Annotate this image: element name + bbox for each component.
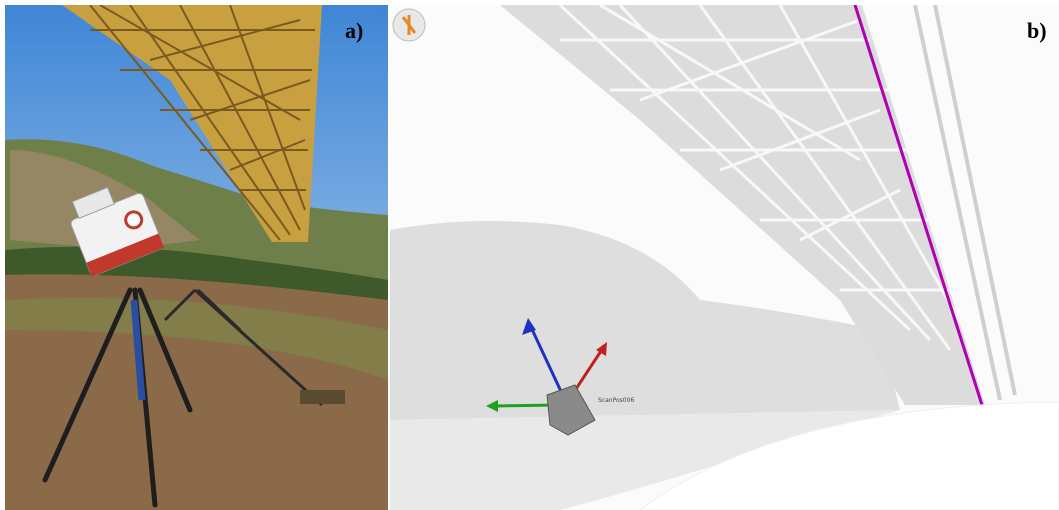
bridge-cloud (500, 5, 985, 405)
shape (89, 5, 306, 241)
shape (90, 29, 315, 191)
shape (558, 5, 967, 351)
shape (99, 5, 311, 171)
target-base (300, 390, 345, 404)
scanner (70, 186, 165, 277)
ground-cloud (390, 410, 900, 510)
unscanned-area (639, 401, 1059, 510)
photo-panel (5, 5, 388, 510)
vegetation-cloud (390, 221, 900, 420)
shape (599, 5, 901, 242)
grass (5, 298, 388, 380)
scanner-box (546, 384, 596, 436)
shape (560, 38, 955, 292)
alignment-line (853, 5, 984, 406)
shape (500, 5, 985, 405)
shape (528, 324, 567, 401)
scan-position-label: ScanPos006 (598, 397, 634, 404)
panel-label: a) (345, 18, 363, 43)
shape (522, 318, 536, 335)
shape (86, 233, 165, 277)
shape (486, 400, 498, 412)
shape (71, 186, 115, 219)
shape (42, 287, 133, 483)
panel-label: b) (1027, 18, 1047, 43)
shape (124, 210, 144, 230)
shape (137, 287, 193, 413)
shape (596, 342, 607, 356)
shape (89, 5, 315, 241)
bridge (62, 5, 322, 242)
target-tripod (163, 288, 324, 407)
point-cloud-panel: ScanPos006 (390, 5, 1059, 510)
logo-mark (401, 15, 417, 35)
rail-cloud (913, 5, 1017, 401)
shape (196, 288, 242, 332)
tripod-leg-blue (130, 299, 146, 401)
shape (558, 5, 967, 351)
shape (62, 5, 322, 242)
shape (163, 288, 197, 322)
shape (570, 347, 605, 396)
